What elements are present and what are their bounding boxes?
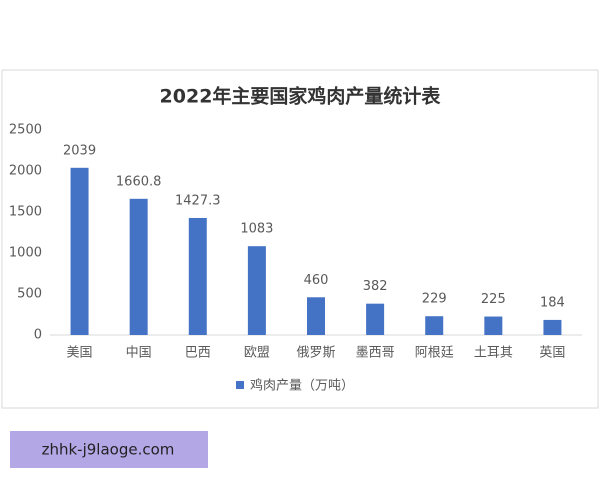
data-label: 460 <box>304 273 329 288</box>
y-tick-label: 500 <box>17 287 42 302</box>
data-label: 229 <box>422 292 447 307</box>
chart-frame <box>1 69 599 409</box>
bar <box>543 319 562 335</box>
x-tick-label: 欧盟 <box>244 346 270 361</box>
bar <box>425 316 444 335</box>
data-label: 1660.8 <box>116 174 162 189</box>
y-tick-label: 1000 <box>9 246 42 261</box>
bar <box>70 167 89 335</box>
x-tick-label: 中国 <box>126 346 152 361</box>
y-tick-label: 1500 <box>9 205 42 220</box>
data-label: 184 <box>540 295 565 310</box>
watermark-box <box>10 431 208 468</box>
y-tick-label: 2000 <box>9 164 42 179</box>
watermark: zhhk-j9laoge.com <box>42 441 175 459</box>
legend-swatch <box>236 381 244 389</box>
x-tick-label: 俄罗斯 <box>296 346 335 361</box>
bar <box>484 316 503 335</box>
y-tick-label: 0 <box>34 328 42 343</box>
data-label: 382 <box>363 279 388 294</box>
data-label: 1083 <box>240 222 273 237</box>
x-tick-label: 土耳其 <box>474 346 513 361</box>
bar <box>366 303 385 335</box>
x-tick-label: 巴西 <box>185 346 211 361</box>
bar <box>247 246 266 335</box>
x-tick-label: 阿根廷 <box>415 346 454 361</box>
chart-title: 2022年主要国家鸡肉产量统计表 <box>160 85 442 108</box>
bar <box>188 217 207 335</box>
data-label: 225 <box>481 292 506 307</box>
x-tick-label: 英国 <box>539 346 565 361</box>
bar <box>129 198 148 335</box>
y-tick-label: 2500 <box>9 123 42 138</box>
data-label: 2039 <box>63 143 96 158</box>
data-label: 1427.3 <box>175 193 221 208</box>
legend-label: 鸡肉产量（万吨） <box>250 378 354 394</box>
bar <box>307 297 325 335</box>
x-tick-label: 美国 <box>67 346 93 361</box>
x-tick-label: 墨西哥 <box>356 346 395 361</box>
